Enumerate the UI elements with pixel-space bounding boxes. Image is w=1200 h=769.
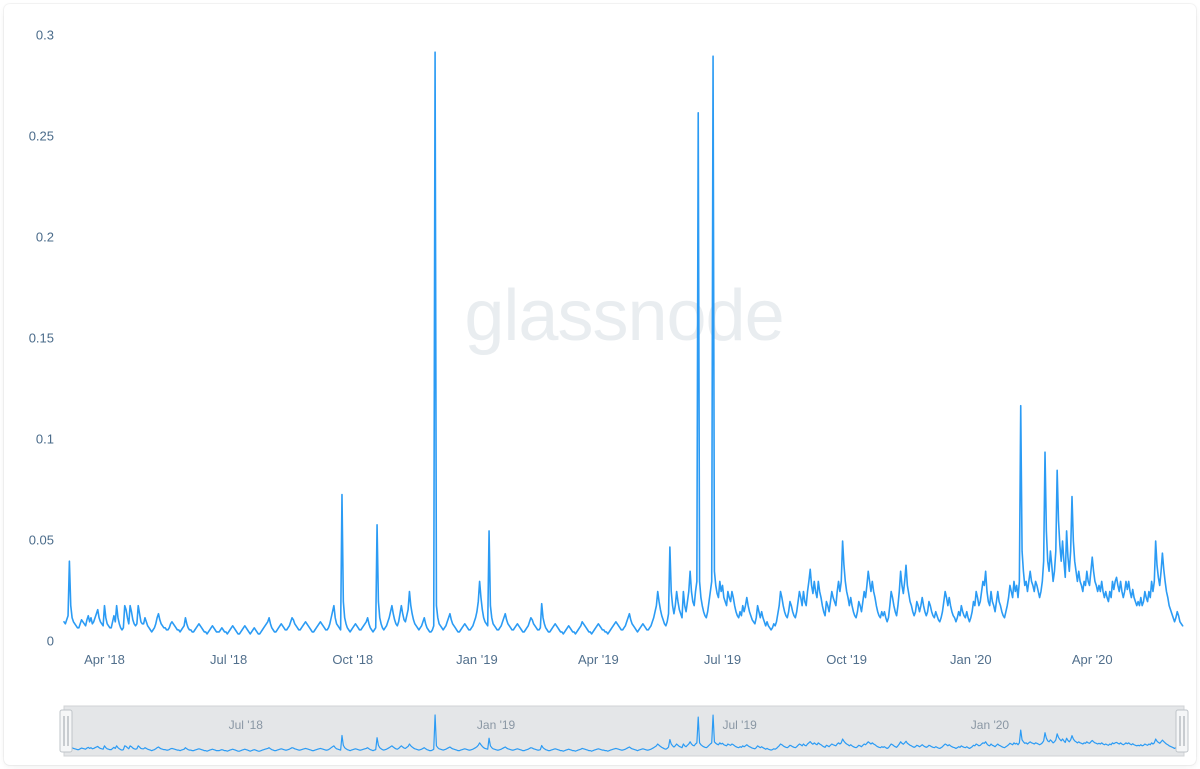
x-tick: Jul '19 — [704, 652, 741, 667]
brush-tick: Jul '19 — [723, 718, 758, 732]
brush-handle-left[interactable] — [60, 710, 72, 752]
x-tick: Jul '18 — [210, 652, 247, 667]
brush-tick: Jan '19 — [477, 718, 516, 732]
y-tick: 0.1 — [36, 431, 54, 446]
svg-text:0.25: 0.25 — [29, 128, 54, 143]
brush-tick: Jan '20 — [971, 718, 1010, 732]
svg-text:Oct '19: Oct '19 — [826, 652, 867, 667]
x-tick: Jan '19 — [456, 652, 498, 667]
svg-text:Jul '19: Jul '19 — [704, 652, 741, 667]
svg-text:Apr '18: Apr '18 — [84, 652, 125, 667]
brush-handle-right[interactable] — [1176, 710, 1188, 752]
x-tick: Apr '19 — [578, 652, 619, 667]
x-tick: Apr '18 — [84, 652, 125, 667]
x-tick: Apr '20 — [1072, 652, 1113, 667]
y-tick: 0.3 — [36, 27, 54, 42]
y-tick: 0.15 — [29, 330, 54, 345]
svg-text:Apr '19: Apr '19 — [578, 652, 619, 667]
svg-text:0: 0 — [47, 633, 54, 648]
svg-text:Jan '20: Jan '20 — [950, 652, 992, 667]
y-tick: 0 — [47, 633, 54, 648]
chart-card: glassnode 0 0.05 0.1 0.15 0.2 0.25 0.3 Apr '18 Ju… — [4, 4, 1196, 765]
svg-text:0.1: 0.1 — [36, 431, 54, 446]
main-line-chart[interactable]: glassnode 0 0.05 0.1 0.15 0.2 0.25 0.3 Apr '18 Ju… — [4, 24, 1196, 684]
svg-text:0.15: 0.15 — [29, 330, 54, 345]
svg-text:0.2: 0.2 — [36, 229, 54, 244]
svg-text:0.05: 0.05 — [29, 532, 54, 547]
watermark: glassnode — [464, 276, 783, 356]
svg-text:Oct '18: Oct '18 — [332, 652, 373, 667]
svg-text:Jan '19: Jan '19 — [456, 652, 498, 667]
brush-tick: Jul '18 — [229, 718, 264, 732]
x-tick: Oct '18 — [332, 652, 373, 667]
time-range-brush[interactable]: Jul '18 Jan '19 Jul '19 Jan '20 — [4, 704, 1196, 758]
x-tick: Jan '20 — [950, 652, 992, 667]
y-tick: 0.2 — [36, 229, 54, 244]
svg-text:Apr '20: Apr '20 — [1072, 652, 1113, 667]
svg-text:Jul '18: Jul '18 — [210, 652, 247, 667]
x-tick: Oct '19 — [826, 652, 867, 667]
svg-text:0.3: 0.3 — [36, 27, 54, 42]
y-tick: 0.05 — [29, 532, 54, 547]
y-tick: 0.25 — [29, 128, 54, 143]
